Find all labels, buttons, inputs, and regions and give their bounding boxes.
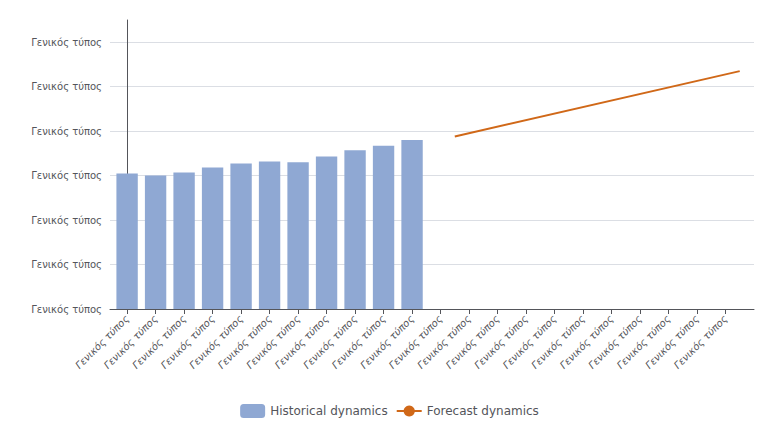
svg-text:Forecast dynamics: Forecast dynamics <box>427 404 539 418</box>
svg-text:Γενικός τύπος: Γενικός τύπος <box>187 313 245 371</box>
svg-text:Historical dynamics: Historical dynamics <box>270 404 388 418</box>
svg-text:Γενικός τύπος: Γενικός τύπος <box>586 313 644 371</box>
svg-text:Γενικός τύπος: Γενικός τύπος <box>31 126 102 137</box>
svg-text:Γενικός τύπος: Γενικός τύπος <box>31 81 102 92</box>
svg-text:Γενικός τύπος: Γενικός τύπος <box>31 170 102 181</box>
svg-text:Γενικός τύπος: Γενικός τύπος <box>244 313 302 371</box>
svg-text:Γενικός τύπος: Γενικός τύπος <box>31 304 102 315</box>
svg-text:Γενικός τύπος: Γενικός τύπος <box>31 215 102 226</box>
svg-text:Γενικός τύπος: Γενικός τύπος <box>358 313 416 371</box>
svg-text:Γενικός τύπος: Γενικός τύπος <box>31 259 102 270</box>
svg-text:Γενικός τύπος: Γενικός τύπος <box>31 37 102 48</box>
svg-text:Γενικός τύπος: Γενικός τύπος <box>73 313 131 371</box>
svg-text:Γενικός τύπος: Γενικός τύπος <box>415 313 473 371</box>
svg-text:Γενικός τύπος: Γενικός τύπος <box>130 313 188 371</box>
svg-text:Γενικός τύπος: Γενικός τύπος <box>472 313 530 371</box>
svg-text:Γενικός τύπος: Γενικός τύπος <box>672 313 730 371</box>
svg-text:Γενικός τύπος: Γενικός τύπος <box>529 313 587 371</box>
svg-text:Γενικός τύπος: Γενικός τύπος <box>301 313 359 371</box>
